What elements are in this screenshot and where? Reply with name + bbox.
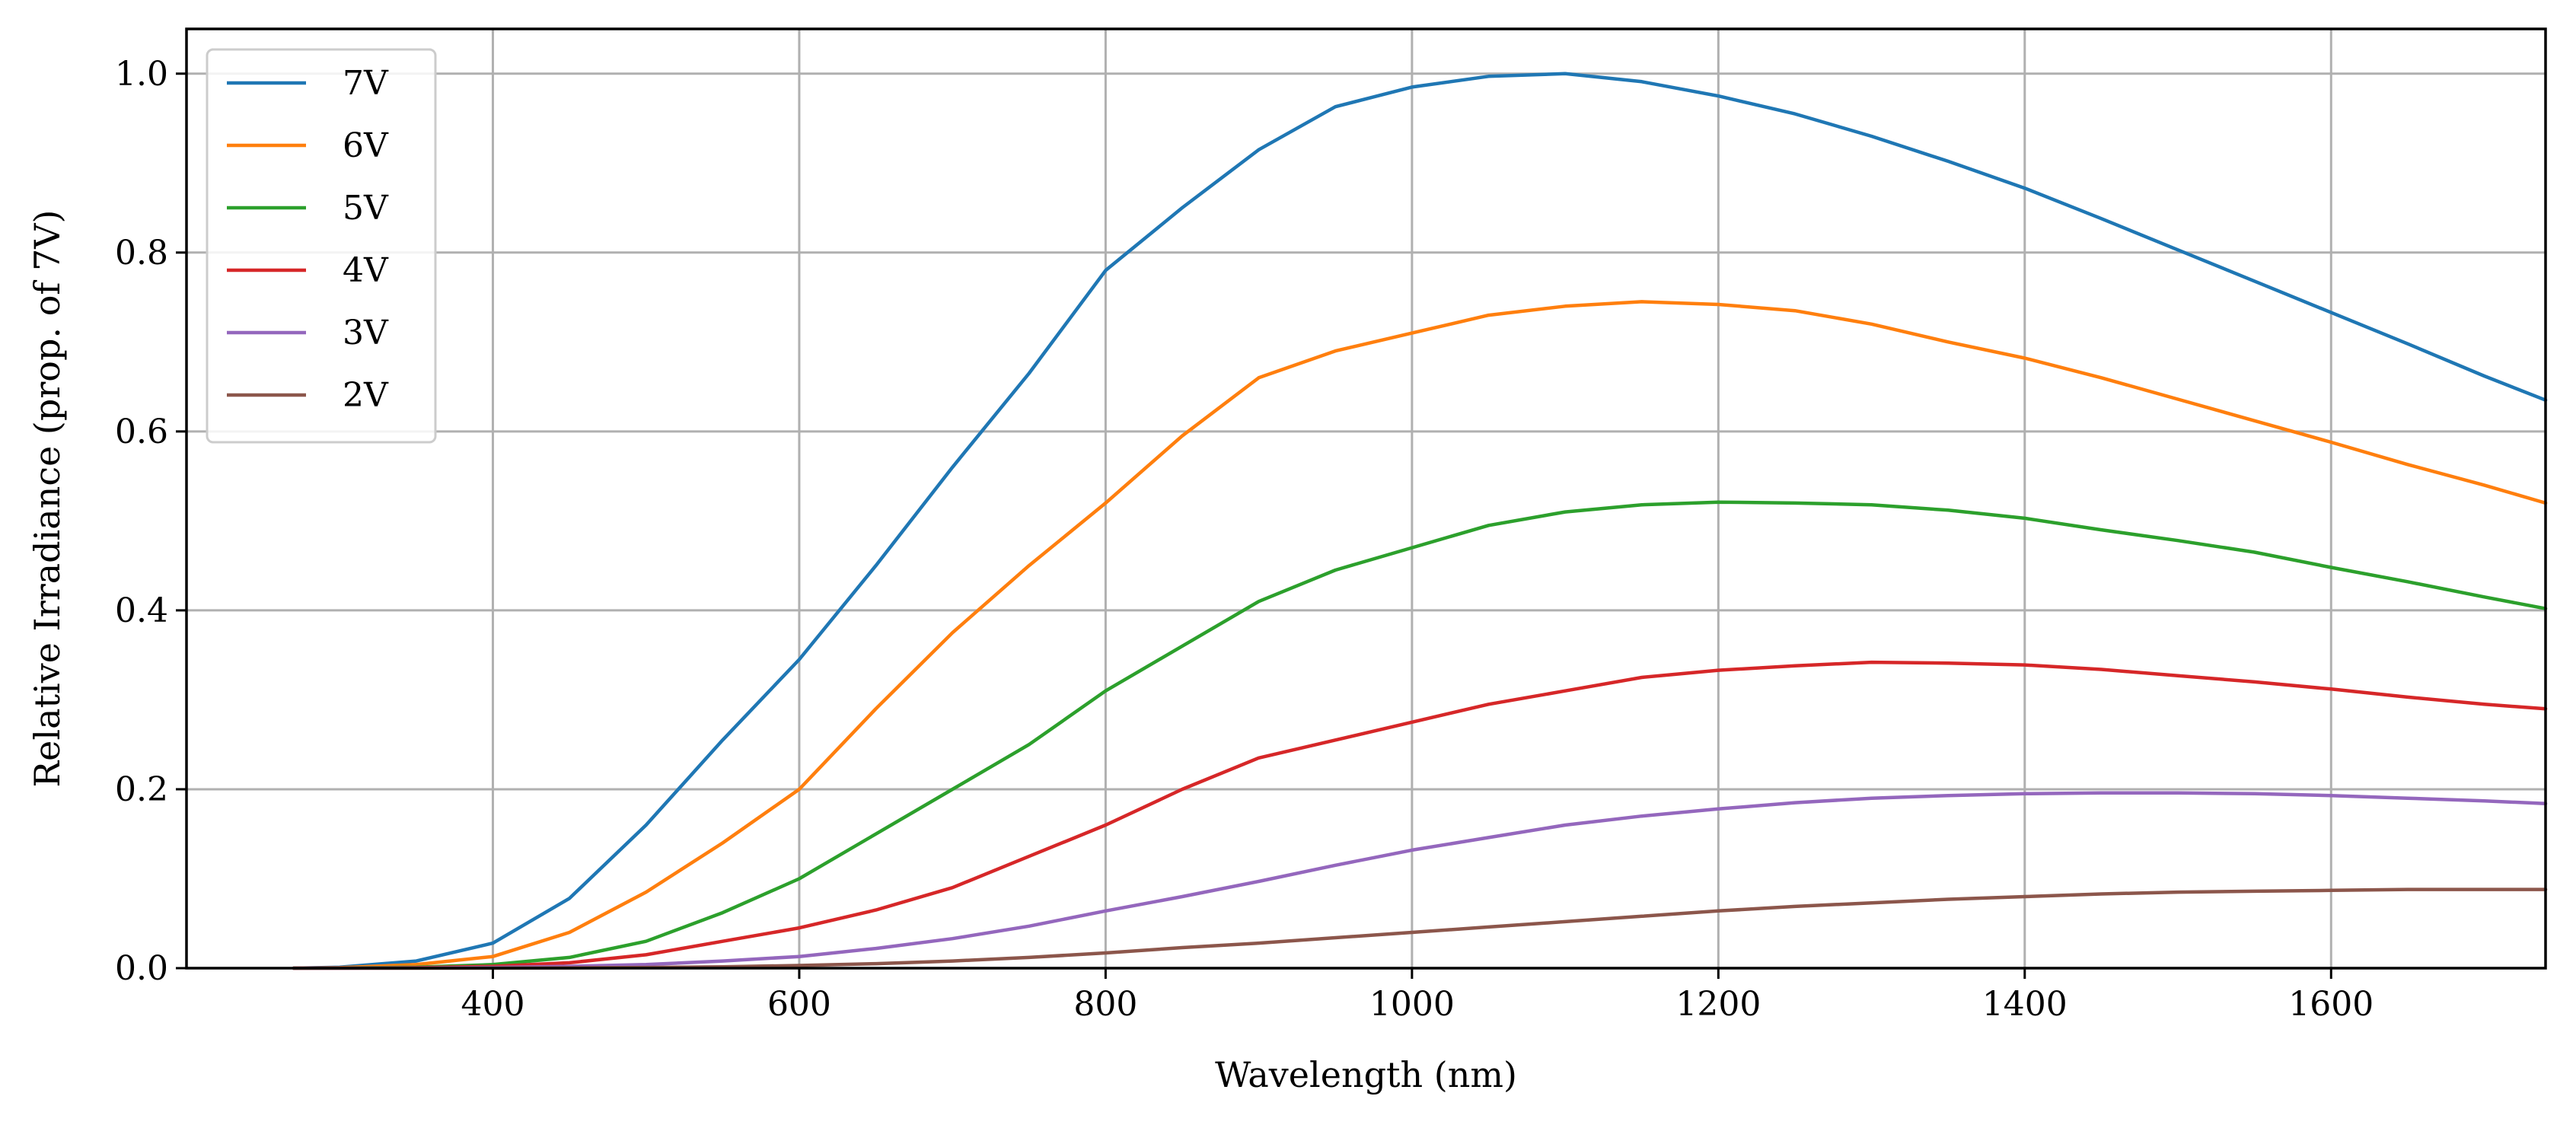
legend-label: 4V bbox=[343, 251, 389, 290]
x-tick-label: 600 bbox=[767, 985, 831, 1024]
x-axis-title: Wavelength (nm) bbox=[1215, 1054, 1517, 1095]
y-axis: 0.0 0.2 0.4 0.6 0.8 1.0 bbox=[115, 55, 187, 988]
x-tick-label: 800 bbox=[1073, 985, 1137, 1024]
plot-area bbox=[187, 29, 2546, 968]
series-line-7v bbox=[292, 72, 2548, 970]
y-tick-label: 0.8 bbox=[115, 234, 168, 272]
x-tick-label: 1000 bbox=[1369, 985, 1455, 1024]
legend-label: 6V bbox=[343, 126, 389, 165]
legend-label: 7V bbox=[343, 64, 389, 103]
y-tick-label: 1.0 bbox=[115, 55, 168, 94]
y-tick-label: 0.4 bbox=[115, 591, 168, 630]
x-tick-label: 400 bbox=[461, 985, 524, 1024]
series-line-4v bbox=[292, 660, 2548, 970]
x-axis: 400 600 800 1000 1200 1400 1600 bbox=[461, 968, 2374, 1024]
y-tick-label: 0.0 bbox=[115, 949, 168, 988]
legend-label: 2V bbox=[343, 376, 389, 415]
legend-label: 3V bbox=[343, 314, 389, 352]
legend-box bbox=[206, 48, 437, 444]
x-tick-label: 1400 bbox=[1982, 985, 2067, 1024]
legend: 7V 6V 5V 4V 3V 2V bbox=[206, 48, 437, 444]
series-line-6v bbox=[292, 300, 2548, 970]
y-tick-label: 0.2 bbox=[115, 770, 168, 809]
plot-frame bbox=[185, 27, 2547, 970]
y-tick-label: 0.6 bbox=[115, 413, 168, 451]
y-axis-title: Relative Irradiance (prop. of 7V) bbox=[27, 210, 68, 788]
series-line-3v bbox=[292, 791, 2548, 970]
series-line-5v bbox=[292, 500, 2548, 970]
legend-label: 5V bbox=[343, 189, 389, 228]
x-tick-label: 1200 bbox=[1675, 985, 1761, 1024]
x-tick-label: 1600 bbox=[2288, 985, 2374, 1024]
